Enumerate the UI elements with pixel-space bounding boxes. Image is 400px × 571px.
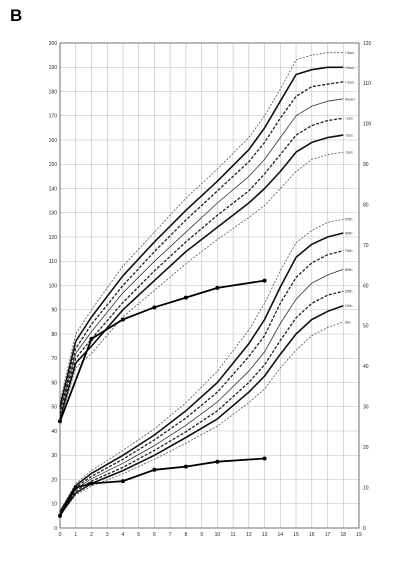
height-centile-label: +3sd. (345, 50, 355, 55)
patient-height-point (183, 295, 188, 300)
weight-centile-97th (59, 218, 344, 512)
left-axis-tick-label: 140 (49, 186, 58, 192)
height-centile--2s (59, 134, 344, 420)
height-centile-label: -2sd. (345, 133, 354, 138)
patient-height-point (120, 317, 125, 322)
patient-height-line (59, 279, 265, 422)
left-axis-tick-label: 70 (51, 356, 57, 362)
left-axis-tick-label: 20 (51, 477, 57, 483)
x-axis-tick-label: 11 (231, 532, 236, 538)
height-centile-label: mean (345, 96, 355, 101)
x-axis-tick-label: 1 (74, 532, 77, 538)
weight-centile-25th (59, 290, 344, 515)
patient-weight-point (89, 481, 94, 486)
x-axis-tick-label: 16 (309, 532, 315, 538)
x-axis-tick-label: 18 (340, 532, 346, 538)
weight-centile-label: 50th (345, 267, 353, 272)
patient-height-point (262, 278, 267, 283)
height-centile-label: +1sd. (345, 79, 355, 84)
x-axis-tick-label: 12 (246, 532, 252, 538)
right-axis-tick-label: 40 (363, 364, 369, 370)
patient-weight-point (183, 464, 188, 469)
left-axis-tick-label: 180 (49, 89, 58, 95)
weight-centile-label: 10th (345, 303, 353, 308)
patient-weight-point (152, 467, 157, 472)
left-axis-tick-label: 90 (51, 308, 57, 314)
right-axis-tick-label: 80 (363, 202, 369, 208)
left-axis-tick-label: 130 (49, 211, 58, 217)
patient-weight-point (73, 485, 78, 490)
weight-centile-label: 75th (345, 248, 353, 253)
left-axis-tick-label: 160 (49, 138, 58, 144)
height-centile--1s (59, 117, 344, 415)
weight-centile-50th (59, 268, 344, 514)
right-axis-tick-label: 100 (363, 122, 372, 128)
right-axis-tick-label: 60 (363, 283, 369, 289)
left-axis-tick-label: 200 (49, 41, 58, 47)
left-axis-tick-label: 110 (49, 259, 57, 265)
left-axis-tick-label: 190 (49, 65, 58, 71)
left-axis-tick-label: 150 (49, 162, 58, 168)
weight-centile-label: 90th (345, 230, 353, 235)
left-axis-tick-label: 170 (49, 114, 58, 120)
left-axis-tick-label: 60 (51, 380, 57, 386)
patient-weight-point (120, 479, 125, 484)
patient-weight-point (58, 513, 62, 518)
right-axis-tick-label: 0 (363, 526, 366, 532)
height-centile-label: -1sd. (345, 116, 354, 121)
left-axis-tick-label: 0 (54, 526, 57, 532)
left-axis-tick-label: 30 (51, 453, 57, 459)
right-axis-tick-label: 10 (363, 485, 369, 491)
left-axis-tick-label: 10 (51, 502, 57, 508)
panel-label: B (10, 6, 23, 25)
height-centile-label: -3sd. (345, 150, 354, 155)
left-axis-tick-label: 120 (49, 235, 58, 241)
x-axis-tick-label: 13 (262, 532, 268, 538)
patient-height-point (58, 419, 62, 424)
weight-centile-10th (59, 304, 344, 516)
height-centile-label: +2sd. (345, 65, 355, 70)
x-axis-tick-label: 2 (90, 532, 93, 538)
patient-height-point (152, 305, 157, 310)
x-axis-tick-label: 19 (356, 532, 362, 538)
left-axis-tick-label: 40 (51, 429, 57, 435)
weight-centile-label: 3rd (345, 319, 351, 324)
height-centile-+2s (59, 66, 344, 407)
height-centile-mean (59, 98, 344, 412)
x-axis-tick-label: 3 (106, 532, 109, 538)
weight-centile-90th (59, 232, 344, 513)
x-axis-tick-label: 15 (293, 532, 299, 538)
height-centile-+1s (59, 81, 344, 410)
x-axis-tick-label: 6 (153, 532, 156, 538)
x-axis-tick-label: 7 (169, 532, 172, 538)
right-axis-tick-label: 90 (363, 162, 369, 168)
right-axis-tick-label: 70 (363, 243, 369, 249)
right-axis-tick-label: 50 (363, 324, 369, 330)
patient-weight-point (262, 456, 267, 461)
patient-height-point (215, 285, 220, 290)
weight-centile-label: 97th (345, 217, 353, 222)
x-axis-tick-label: 4 (122, 532, 125, 538)
left-axis-tick-label: 80 (51, 332, 57, 338)
x-axis-tick-label: 14 (278, 532, 284, 538)
x-axis-tick-label: 5 (137, 532, 140, 538)
patient-weight-line (59, 457, 265, 517)
x-axis-tick-label: 9 (200, 532, 203, 538)
plot-frame (59, 42, 360, 529)
left-axis-tick-label: 50 (51, 405, 57, 411)
right-axis-tick-label: 30 (363, 405, 369, 411)
patient-weight-point (215, 459, 220, 464)
right-axis-tick-label: 20 (363, 445, 369, 451)
left-axis-tick-label: 100 (49, 283, 58, 289)
x-axis-tick-label: 17 (325, 532, 331, 538)
right-axis-tick-label: 110 (363, 81, 371, 87)
x-axis-tick-label: 10 (215, 532, 221, 538)
weight-centile-label: 25th (345, 289, 353, 294)
height-centile--3s (59, 151, 344, 422)
right-axis-tick-label: 120 (363, 41, 372, 47)
x-axis-tick-label: 0 (59, 532, 62, 538)
x-axis-tick-label: 8 (185, 532, 188, 538)
patient-height-point (89, 336, 94, 341)
